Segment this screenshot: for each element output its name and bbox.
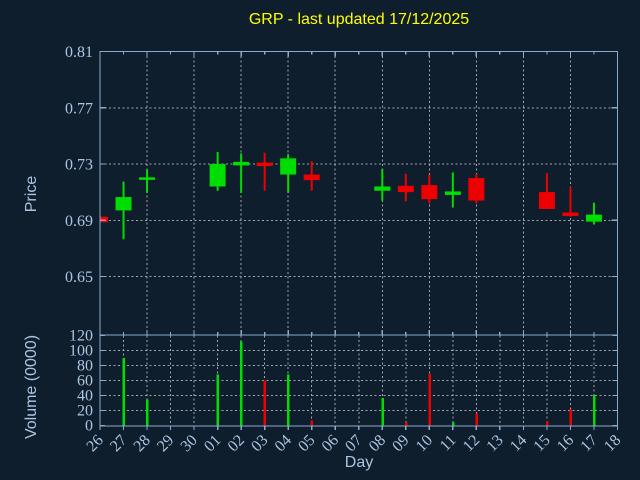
volume-tick-label: 120 [69,328,93,345]
price-tick-label: 0.69 [65,213,93,230]
x-tick-label: 11 [437,432,460,455]
x-tick-label: 14 [507,432,530,455]
candle-day-08 [374,168,391,201]
x-tick-label: 02 [225,432,248,455]
volume-tick-label: 80 [77,358,93,375]
ticks-group [99,50,619,430]
candle-body [100,216,108,223]
volume-bar-day-10 [428,373,431,426]
candle-body [397,185,414,193]
price-tick-label: 0.65 [65,269,93,286]
volume-bar-day-08 [381,397,384,426]
candle-day-16 [562,187,579,217]
candle-body [444,191,461,195]
x-tick-label: 01 [201,432,224,455]
x-tick-label: 18 [601,432,624,455]
volume-bar-day-03 [263,380,267,426]
volume-tick-label: 20 [77,403,93,420]
chart-title: GRP - last updated 17/12/2025 [248,11,470,28]
x-tick-label: 06 [319,432,342,455]
candle-day-01 [209,152,226,191]
volume-bar-day-09 [404,421,408,426]
volume-tick-label: 40 [77,388,93,405]
volume-bar-day-12 [475,413,478,426]
x-axis-title: Day [344,454,374,471]
candle-day-15 [538,173,555,209]
x-tick-label: 12 [460,432,483,455]
volume-bar-day-15 [545,421,549,426]
candle-day-09 [397,173,414,202]
x-tick-label: 17 [577,432,600,455]
candles-group [100,152,602,240]
x-tick-label: 15 [530,432,553,455]
price-tick-label: 0.77 [65,100,93,117]
volume-bar-day-02 [240,341,243,426]
candle-day-11 [444,172,461,208]
volume-bar-day-27 [122,358,126,426]
x-tick-label: 26 [83,432,106,455]
volume-tick-label: 100 [69,343,93,360]
grid-group [100,51,618,426]
volume-bars-group [122,341,596,426]
volume-tick-label: 60 [77,373,93,390]
volume-bar-day-11 [451,422,455,426]
candle-body [303,174,320,181]
x-tick-label: 05 [295,432,318,455]
x-tick-label: 27 [107,432,130,455]
volume-bar-day-28 [146,399,149,426]
candle-body [139,177,156,180]
candle-body [374,186,391,191]
volume-bar-day-05 [310,420,314,426]
x-tick-label: 30 [178,432,201,455]
volume-bar-day-17 [592,394,596,426]
candle-day-27 [115,181,132,240]
candle-body [209,164,226,187]
volume-bar-day-01 [216,374,220,426]
candle-day-02 [233,153,250,193]
volume-bar-day-16 [569,409,572,426]
x-tick-label: 29 [154,432,177,455]
candle-day-03 [256,152,273,191]
candle-body [280,158,297,175]
candle-day-04 [280,154,297,193]
candle-day-28 [139,169,156,193]
x-tick-label: 10 [413,432,436,455]
x-tick-label: 16 [554,432,577,455]
candle-day-05 [303,161,320,191]
x-tick-label: 07 [342,432,365,455]
x-tick-label: 08 [366,432,389,455]
candle-day-26 [100,216,108,223]
candle-body [421,185,438,200]
candle-day-10 [421,174,438,204]
x-tick-label: 09 [389,432,412,455]
x-tick-label: 04 [272,432,295,455]
volume-bar-day-04 [287,374,290,426]
candle-body [115,197,132,211]
price-tick-label: 0.81 [65,44,93,61]
candle-body [233,161,250,166]
x-tick-label: 03 [248,432,271,455]
x-tick-label: 28 [131,432,154,455]
candle-body [538,192,555,209]
candle-day-12 [468,173,485,204]
candle-body [256,162,273,167]
candle-body [585,214,602,222]
candle-body [468,178,485,201]
volume-tick-label: 0 [85,418,93,435]
x-tick-label: 13 [483,432,506,455]
price-tick-label: 0.73 [65,157,93,174]
candle-day-17 [585,202,602,225]
candle-body [562,212,579,217]
